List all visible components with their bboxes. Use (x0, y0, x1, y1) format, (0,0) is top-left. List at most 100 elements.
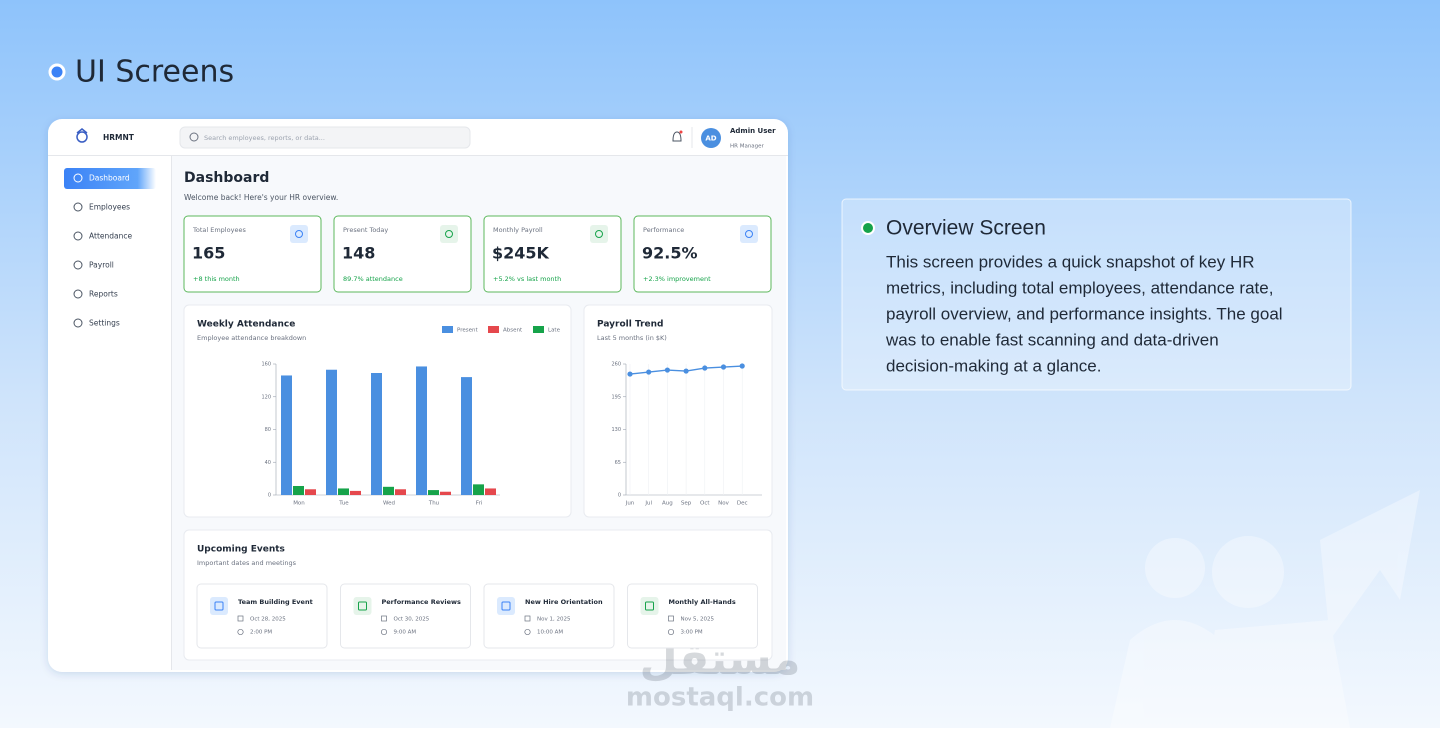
avatar[interactable] (701, 128, 721, 148)
y-tick-label: 0 (618, 493, 621, 499)
stat-note: +8 this month (193, 275, 240, 283)
bar (350, 490, 361, 495)
overview-line: was to enable fast scanning and data-dri… (885, 330, 1219, 349)
bar (416, 366, 427, 495)
x-tick-label: Nov (718, 501, 729, 507)
legend-swatch (533, 326, 544, 333)
chart-subtitle: Last 5 months (in $K) (597, 334, 667, 342)
x-tick-label: Aug (662, 501, 673, 507)
event-title: Performance Reviews (382, 598, 461, 606)
event-card[interactable] (627, 583, 758, 649)
event-time: 3:00 PM (681, 630, 703, 636)
bell-icon[interactable] (672, 131, 682, 142)
stat-note: 89.7% attendance (343, 275, 403, 283)
overview-card (841, 198, 1352, 391)
event-icon (497, 597, 515, 615)
overview-title: Overview Screen (886, 217, 1046, 240)
event-time: 2:00 PM (250, 630, 272, 636)
bar (305, 489, 316, 495)
x-tick-label: Jul (644, 501, 652, 507)
bar (428, 490, 439, 495)
event-card[interactable] (483, 583, 615, 649)
stat-label: Performance (643, 226, 684, 234)
bar (461, 377, 472, 495)
event-glyph (358, 601, 367, 611)
legend-label: Present (457, 328, 478, 334)
watermark-site: mostaql.com (626, 683, 814, 713)
page-title: UI Screens (75, 55, 234, 90)
search-box[interactable] (179, 126, 471, 149)
y-tick-label: 130 (611, 427, 621, 433)
stat-label: Present Today (343, 226, 388, 234)
event-time: 9:00 AM (394, 630, 417, 636)
event-glyph (501, 601, 511, 611)
bar (473, 484, 484, 495)
stat-glyph (595, 230, 603, 238)
x-tick-label: Sep (681, 501, 692, 507)
date-icon (668, 615, 674, 622)
nav-active (64, 168, 156, 189)
event-card[interactable] (196, 583, 328, 649)
nav-item[interactable]: Employees (89, 203, 130, 212)
y-tick-label: 0 (268, 493, 271, 499)
title-dot (48, 63, 66, 81)
bar (485, 488, 496, 495)
point (664, 367, 671, 373)
payroll-panel (583, 304, 773, 518)
stat-card (333, 215, 472, 293)
stat-glyph (445, 230, 453, 238)
event-icon (353, 597, 372, 615)
time-icon (380, 628, 388, 636)
y-tick-label: 40 (265, 460, 271, 466)
nav-item[interactable]: Attendance (89, 232, 132, 241)
point (702, 365, 708, 371)
point (739, 363, 745, 369)
stat-value: $245K (492, 244, 550, 263)
stat-value: 148 (342, 244, 375, 263)
events-panel (183, 529, 773, 661)
time-icon (524, 628, 531, 636)
y-tick-label: 160 (261, 362, 271, 368)
date-icon (381, 615, 387, 622)
bar (326, 369, 337, 495)
y-tick-label: 80 (265, 427, 271, 433)
brand: HRMNT (103, 133, 135, 142)
chart-title: Weekly Attendance (197, 320, 295, 330)
x-tick-label: Tue (338, 501, 349, 507)
stat-label: Total Employees (192, 226, 246, 234)
x-tick-label: Thu (428, 501, 439, 507)
nav-item[interactable]: Payroll (89, 261, 114, 270)
date-icon (524, 615, 531, 622)
stat-card (633, 215, 772, 293)
brand-logo (76, 128, 88, 143)
legend-label: Absent (503, 328, 523, 334)
stat-glyph (745, 230, 753, 238)
bar (395, 489, 406, 495)
overview-line: decision-making at a glance. (886, 356, 1101, 375)
dashboard-subtitle: Welcome back! Here's your HR overview. (184, 193, 338, 202)
event-title: New Hire Orientation (525, 598, 603, 606)
event-date: Oct 28, 2025 (250, 617, 286, 623)
event-card[interactable] (340, 583, 471, 649)
nav-item[interactable]: Reports (89, 290, 118, 299)
event-date: Nov 1, 2025 (537, 617, 571, 623)
stat-icon (590, 225, 608, 243)
dashboard-title: Dashboard (184, 170, 269, 186)
point (683, 368, 689, 374)
avatar-initials: AD (705, 135, 716, 143)
nav-item[interactable]: Dashboard (89, 174, 130, 183)
legend-swatch (488, 326, 499, 333)
nav-item[interactable]: Settings (89, 319, 120, 328)
notification-dot (679, 130, 683, 134)
event-title: Monthly All-Hands (669, 598, 736, 606)
x-tick-label: Wed (383, 501, 395, 507)
x-tick-label: Dec (737, 501, 748, 507)
nav-icon (73, 173, 83, 183)
event-title: Team Building Event (238, 598, 313, 606)
point (720, 364, 727, 370)
overview-dot (861, 221, 875, 235)
nav-icon (73, 289, 83, 299)
stat-value: 92.5% (642, 244, 698, 263)
event-icon (210, 597, 228, 615)
